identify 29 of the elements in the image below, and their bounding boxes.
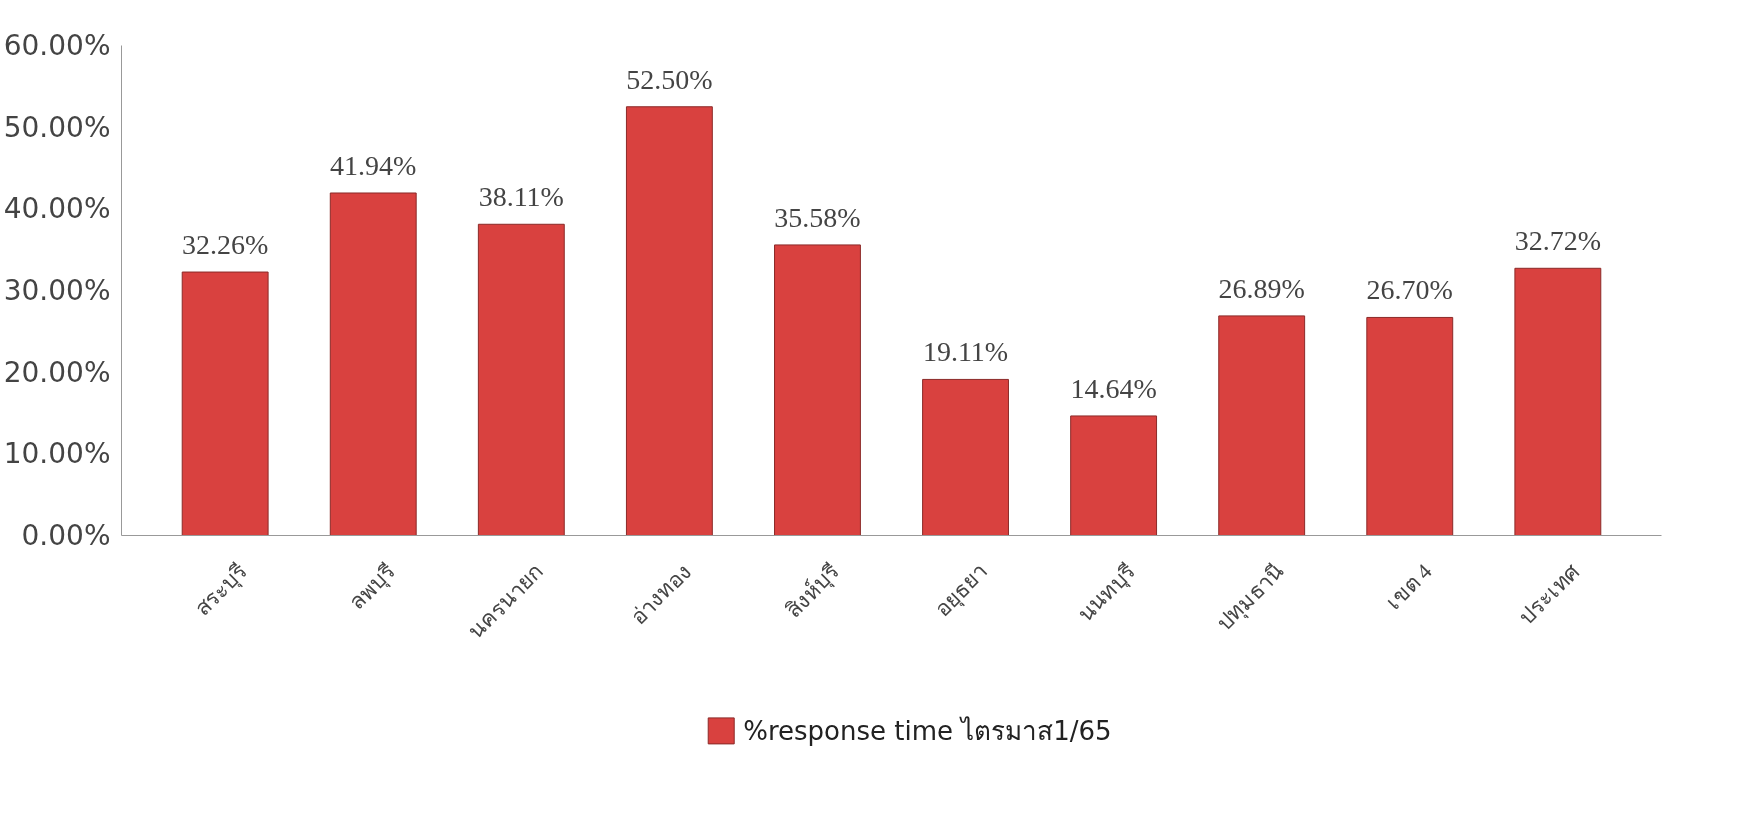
- bar: [329, 192, 417, 536]
- y-tick-label: 20.00%: [3, 355, 111, 389]
- y-tick-label: 30.00%: [3, 274, 111, 307]
- data-label: 26.89%: [1218, 272, 1305, 304]
- bar: [1070, 415, 1158, 536]
- y-tick-label: 40.00%: [3, 192, 111, 226]
- data-label: 32.72%: [1514, 225, 1602, 257]
- data-label: 14.64%: [1070, 372, 1157, 404]
- y-tick-label: 10.00%: [3, 437, 111, 471]
- data-label: 26.70%: [1366, 274, 1453, 306]
- bar: [181, 271, 269, 536]
- data-label: 32.26%: [181, 229, 269, 261]
- bar: [922, 378, 1009, 536]
- bar: [1218, 315, 1306, 536]
- bar: [774, 244, 861, 536]
- legend-label: %response time ไตรมาส1/65: [743, 715, 1112, 746]
- y-tick-label: 60.00%: [3, 29, 111, 62]
- data-label: 19.11%: [922, 336, 1009, 368]
- data-label: 52.50%: [626, 63, 713, 95]
- data-label: 35.58%: [774, 201, 861, 233]
- bar: [625, 106, 713, 536]
- bar: [477, 223, 565, 536]
- data-label: 38.11%: [478, 181, 564, 213]
- y-tick-label: 50.00%: [3, 110, 111, 144]
- x-tick-label: เขต 4: [1381, 558, 1437, 615]
- y-tick-label: 0.00%: [21, 518, 111, 552]
- data-label: 41.94%: [330, 149, 417, 181]
- bar: [1366, 316, 1454, 536]
- bar: [1514, 267, 1602, 536]
